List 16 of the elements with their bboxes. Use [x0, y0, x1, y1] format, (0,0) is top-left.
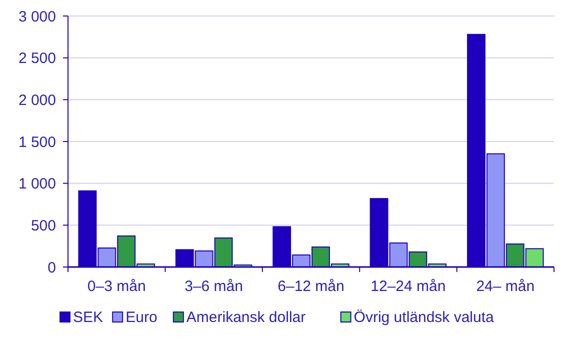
y-tick-label: 2 500: [18, 50, 56, 68]
x-tick-label: 12–24 mån: [370, 278, 446, 295]
x-tick-label: 24– mån: [476, 278, 535, 295]
y-tick-label: 0: [48, 259, 56, 276]
legend-label: Övrig utländsk valuta: [354, 309, 495, 326]
x-tick-label: 3–6 mån: [184, 278, 243, 295]
x-tick-label: 6–12 mån: [278, 278, 344, 295]
y-tick-label: 1 000: [18, 176, 56, 193]
y-tick-label: 3 000: [18, 8, 56, 26]
y-tick-label: 1 500: [18, 134, 56, 151]
legend-label: Euro: [126, 309, 158, 326]
y-tick-label: 2 000: [18, 92, 56, 109]
y-tick-label: 500: [30, 217, 56, 234]
x-tick-label: 0–3 mån: [87, 278, 146, 295]
legend-label: SEK: [73, 309, 104, 326]
legend-label: Amerikansk dollar: [186, 309, 306, 326]
